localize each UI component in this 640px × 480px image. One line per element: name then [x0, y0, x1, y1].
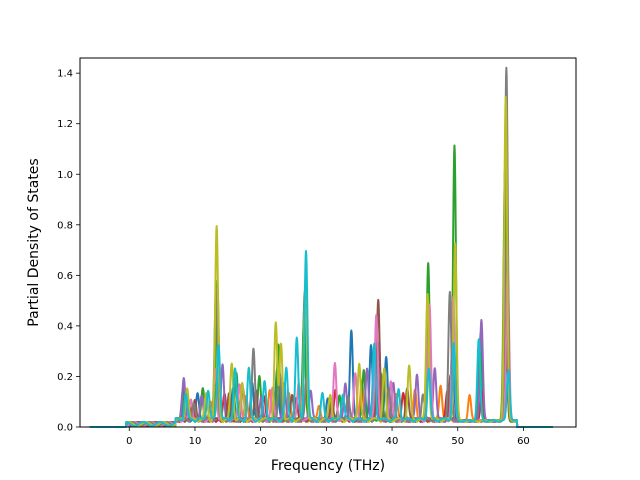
x-tick-label: 30 [320, 436, 333, 447]
y-axis: 0.0 0.2 0.4 0.6 0.8 1.0 1.2 1.4 [57, 69, 80, 434]
x-tick-label: 0 [126, 436, 132, 447]
series-group [89, 66, 554, 428]
y-axis-title: Partial Density of States [26, 158, 42, 326]
series-line [89, 95, 554, 428]
y-tick-label: 0.2 [57, 372, 73, 383]
x-tick-label: 50 [451, 436, 464, 447]
x-tick-label: 20 [254, 436, 267, 447]
plot-frame [79, 57, 577, 428]
x-tick-label: 60 [517, 436, 530, 447]
series-line [89, 250, 554, 428]
y-tick-label: 1.4 [57, 69, 73, 80]
y-tick-label: 1.0 [57, 170, 73, 181]
plot-background [80, 58, 576, 427]
y-tick-label: 0.8 [57, 220, 73, 231]
x-axis: 0 10 20 30 40 50 60 [126, 427, 530, 447]
x-tick-label: 40 [386, 436, 399, 447]
x-tick-label: 10 [189, 436, 202, 447]
x-axis-title: Frequency (THz) [271, 458, 385, 474]
y-tick-label: 0.4 [57, 321, 73, 332]
y-tick-label: 0.0 [57, 423, 73, 434]
y-tick-label: 1.2 [57, 119, 73, 130]
y-tick-label: 0.6 [57, 271, 73, 282]
